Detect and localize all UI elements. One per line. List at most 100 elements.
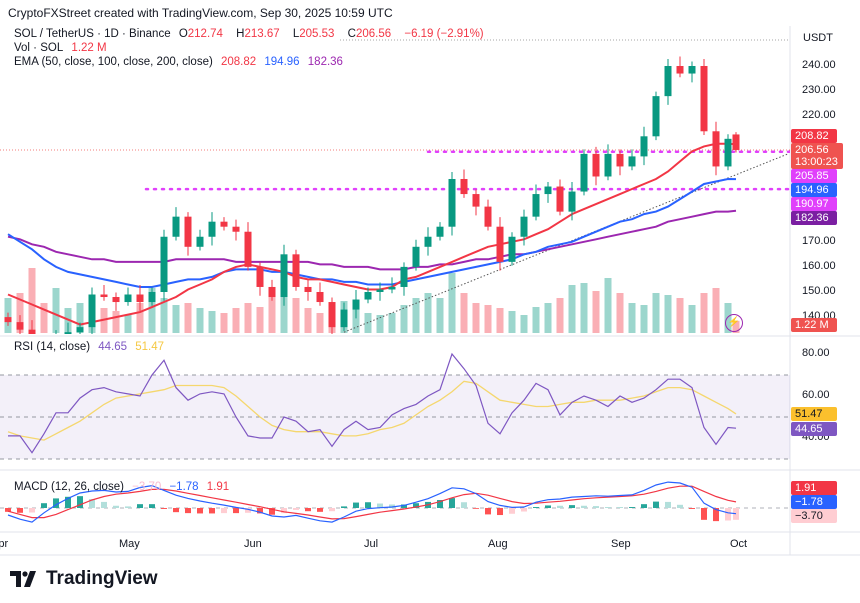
candle-body [460, 178, 468, 195]
volume-bar [172, 305, 180, 333]
macd-histogram-bar [617, 507, 623, 508]
macd-histogram-bar [593, 506, 599, 508]
month-label: Sep [611, 538, 631, 550]
candle-body [16, 322, 24, 330]
countdown-value: 13:00:23 [795, 156, 838, 168]
volume-bar [664, 295, 672, 333]
rsi-value: 44.65 [98, 341, 128, 353]
badge-value: 190.97 [795, 198, 829, 210]
macd-histogram-bar [509, 508, 515, 514]
ema50-value: 208.82 [221, 56, 257, 68]
volume-legend: Vol · SOL 1.22 M [14, 42, 112, 54]
macd-histogram-bar [137, 504, 143, 508]
volume-bar [604, 278, 612, 333]
macd-histogram-bar [413, 503, 419, 508]
change-value: −6.19 (−2.91%) [404, 28, 484, 40]
volume-label[interactable]: Vol · SOL [14, 42, 64, 54]
volume-bar [412, 298, 420, 333]
month-label: Oct [730, 538, 748, 550]
volume-bar [640, 305, 648, 333]
candle-body [88, 294, 96, 328]
candle-body [352, 299, 360, 310]
candle-body [208, 221, 216, 237]
rsi-label[interactable]: RSI (14, close) [14, 341, 91, 353]
macd-histogram-bar [329, 508, 335, 512]
macd-histogram-bar [533, 507, 539, 508]
tradingview-logo[interactable]: TradingView [10, 568, 158, 590]
close-label: C [347, 28, 356, 40]
candle-body [244, 231, 252, 267]
open-value: 212.74 [187, 28, 223, 40]
volume-bar [400, 305, 408, 333]
price-pane[interactable] [0, 39, 790, 356]
volume-bar [712, 288, 720, 333]
macd-signal-value: 1.91 [206, 481, 230, 493]
candle-body [280, 254, 288, 298]
currency-label[interactable]: USDT [803, 32, 833, 44]
volume-bar [112, 311, 120, 333]
symbol-name[interactable]: SOL / TetherUS · 1D · Binance [14, 28, 171, 40]
macd-hist-value: −3.70 [132, 481, 162, 493]
candle-body [364, 291, 372, 300]
lightning-icon[interactable]: ⚡ [725, 314, 743, 332]
candle-body [304, 286, 312, 292]
volume-bar [700, 293, 708, 333]
candle-body [412, 246, 420, 267]
macd-histogram-bar [389, 504, 395, 508]
macd-label[interactable]: MACD (12, 26, close) [14, 481, 124, 493]
candle-body [292, 254, 300, 287]
candle-body [712, 131, 720, 167]
volume-bar [448, 273, 456, 333]
candle-body [76, 327, 84, 333]
candle-body [568, 191, 576, 212]
candle-body [664, 66, 672, 97]
volume-bar [424, 293, 432, 333]
macd-histogram-bar [101, 501, 107, 508]
candle-body [580, 153, 588, 192]
ema50-line [7, 142, 737, 326]
volume-bar [580, 283, 588, 333]
macd-histogram-bar [29, 508, 35, 513]
volume-bar [520, 315, 528, 333]
candle-body [340, 309, 348, 328]
candle-body [520, 216, 528, 237]
candle-body [136, 294, 144, 303]
price-badge: 194.96 [791, 183, 837, 197]
macd-histogram-bar [161, 508, 167, 509]
macd-histogram-bar [569, 505, 575, 508]
macd-histogram-bar [713, 508, 719, 522]
rsi-badge: 44.65 [791, 422, 837, 436]
candle-body [4, 317, 12, 323]
candle-body [256, 266, 264, 287]
candle-body [424, 236, 432, 247]
ema-label[interactable]: EMA (50, close, 100, close, 200, close) [14, 56, 213, 68]
brand-name: TradingView [46, 568, 158, 589]
volume-bar [244, 303, 252, 333]
macd-histogram-bar [5, 508, 11, 512]
volume-bar [124, 315, 132, 333]
macd-histogram-bar [269, 508, 275, 515]
candle-body [100, 294, 108, 298]
price-badge: 205.85 [791, 169, 837, 183]
volume-bar [496, 308, 504, 333]
rsi-ma-line [7, 380, 737, 441]
badge-value: 1.22 M [795, 319, 829, 331]
candle-body [616, 153, 624, 167]
volume-bar [76, 303, 84, 333]
price-tick-label: 170.00 [802, 234, 836, 247]
candle-body [160, 236, 168, 292]
badge-value: 208.82 [795, 130, 829, 142]
candle-body [376, 289, 384, 292]
macd-histogram-bar [209, 508, 215, 514]
macd-histogram-bar [173, 508, 179, 513]
price-badge: 206.56 13:00:23 [791, 143, 843, 169]
macd-histogram-bar [257, 508, 263, 514]
candle-body [640, 136, 648, 157]
price-tick-label: 160.00 [802, 259, 836, 272]
high-label: H [236, 28, 245, 40]
price-tick-label: 220.00 [802, 109, 836, 122]
volume-bar [352, 305, 360, 333]
volume-bar [28, 268, 36, 333]
macd-histogram-bar [221, 508, 227, 514]
